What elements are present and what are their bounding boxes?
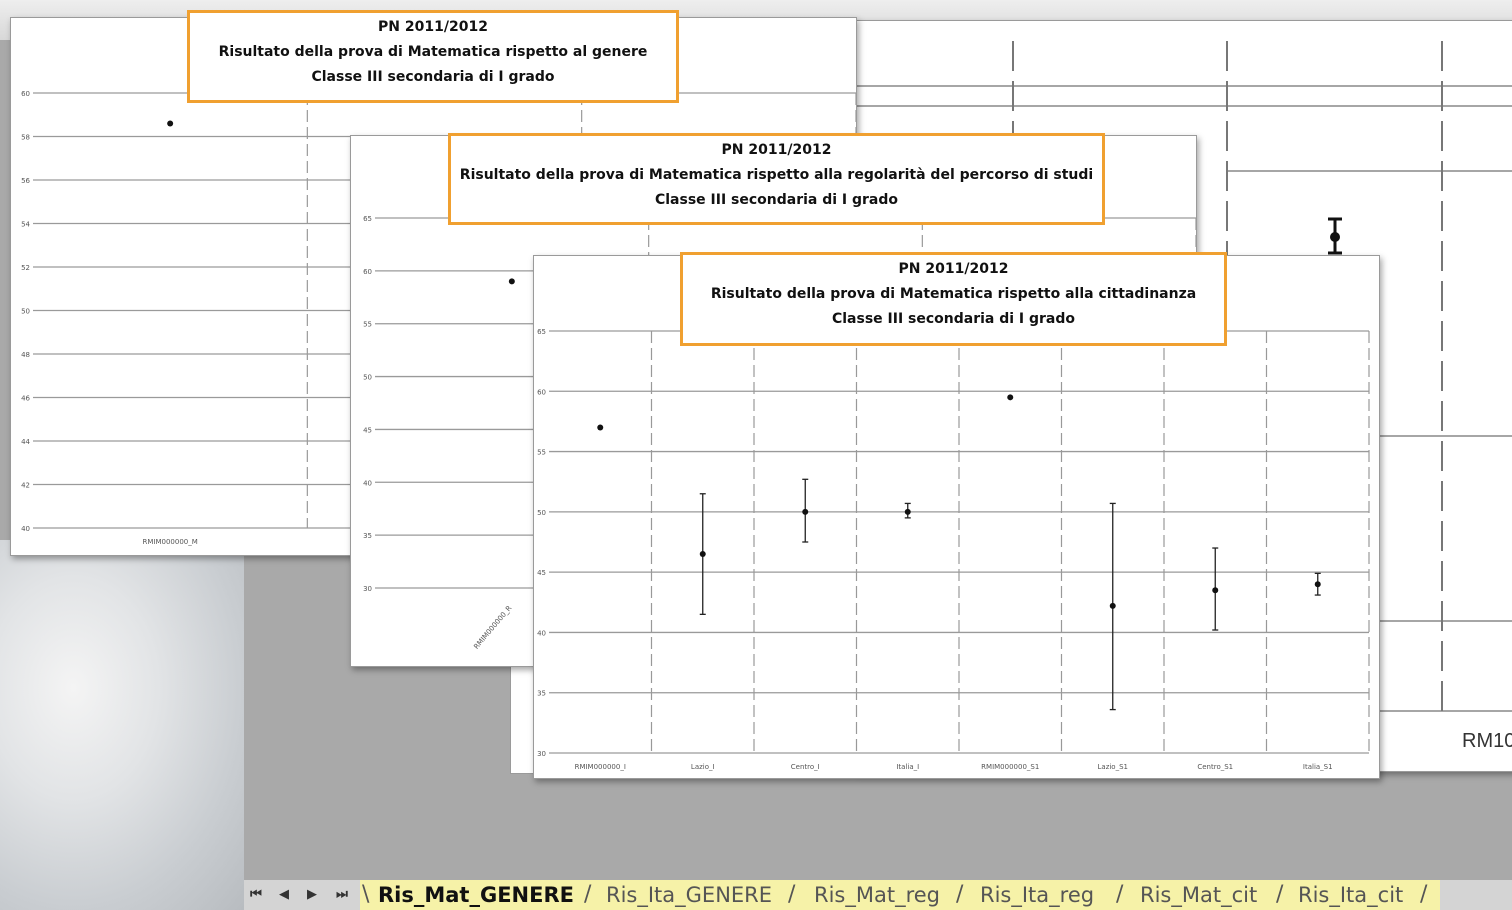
tab-separator: / (788, 882, 796, 907)
chart-title-line-2: Risultato della prova di Matematica risp… (218, 44, 648, 60)
prev-sheet-icon[interactable]: ◀ (279, 887, 289, 902)
chart-cittadinanza: 30 35 40 45 50 55 60 65 RMIM000000_I Lazio_I Centr… (537, 328, 1370, 771)
y-tick-label: 50 (537, 509, 546, 517)
data-point (167, 120, 174, 127)
y-tick-label: 56 (21, 177, 30, 185)
y-tick-label: 50 (21, 308, 30, 316)
y-tick-label: 45 (363, 426, 372, 434)
chart-title-line-3: Classe III secondaria di I grado (831, 311, 1076, 327)
tab-ris-mat-reg[interactable]: Ris_Mat_reg (814, 883, 941, 907)
x-tick-label: Lazio_I (691, 763, 715, 771)
y-tick-label: 60 (363, 268, 372, 276)
x-tick-label: RMIM000000_I (575, 763, 626, 771)
data-point (699, 551, 706, 558)
tab-ris-mat-cit[interactable]: Ris_Mat_cit (1140, 883, 1258, 907)
last-sheet-icon[interactable]: ⏭ (336, 887, 348, 902)
x-tick-label: Lazio_S1 (1098, 763, 1129, 771)
data-point (802, 508, 809, 515)
y-tick-label: 55 (363, 321, 372, 329)
tab-ris-ita-reg[interactable]: Ris_Ita_reg (980, 883, 1095, 907)
chart-title-line-1: PN 2011/2012 (378, 19, 488, 35)
y-tick-label: 50 (363, 374, 372, 382)
y-tick-label: 45 (537, 569, 546, 577)
y-tick-label: 30 (363, 585, 372, 593)
x-tick-label: Centro_S1 (1197, 763, 1233, 771)
data-point (904, 508, 911, 515)
data-point (1109, 602, 1116, 609)
y-tick-label: 30 (537, 750, 546, 758)
y-tick-label: 48 (21, 351, 30, 359)
chart-title-line-1: PN 2011/2012 (898, 261, 1009, 277)
x-tick-label: Italia_S1 (1303, 763, 1333, 771)
tab-separator: / (1420, 882, 1428, 907)
y-tick-label: 42 (21, 482, 30, 490)
back-chart-grid (856, 41, 1512, 721)
y-tick-label: 60 (21, 90, 30, 98)
chart-title-line-1: PN 2011/2012 (721, 142, 832, 158)
chart-title-line-3: Classe III secondaria di I grado (654, 192, 899, 208)
y-tick-label: 58 (21, 134, 30, 142)
next-sheet-icon[interactable]: ▶ (307, 887, 317, 902)
y-tick-label: 44 (21, 438, 30, 446)
tab-ris-ita-cit[interactable]: Ris_Ita_cit (1298, 883, 1404, 907)
chart-title-line-2: Risultato della prova di Matematica risp… (710, 286, 1197, 302)
data-point (1314, 581, 1321, 588)
data-point (1007, 394, 1014, 401)
y-tick-label: 54 (21, 221, 30, 229)
chart-title-line-2: Risultato della prova di Matematica risp… (459, 167, 1094, 183)
tab-separator: / (584, 882, 592, 907)
y-tick-label: 65 (537, 328, 546, 336)
x-tick-label: Italia_I (896, 763, 919, 771)
back-sheet-label: RM10 (1462, 730, 1512, 752)
y-tick-label: 40 (537, 629, 546, 637)
chart-title-genere: PN 2011/2012 Risultato della prova di Ma… (187, 10, 679, 103)
y-tick-label: 35 (363, 532, 372, 540)
chart-title-regolarita: PN 2011/2012 Risultato della prova di Ma… (448, 133, 1105, 225)
y-tick-label: 35 (537, 690, 546, 698)
y-tick-label: 40 (363, 479, 372, 487)
tab-separator: \ (362, 882, 370, 907)
tab-separator: / (1116, 882, 1124, 907)
data-point (597, 424, 604, 431)
x-tick-label: RMIM000000_M (143, 538, 198, 546)
tab-separator: / (956, 882, 964, 907)
y-tick-label: 55 (537, 449, 546, 457)
desktop-background (0, 540, 244, 910)
data-point (508, 278, 515, 285)
y-tick-label: 40 (21, 525, 30, 533)
x-tick-label: RMIM000000_R (472, 604, 513, 651)
y-tick-label: 52 (21, 264, 30, 272)
tab-separator: / (1276, 882, 1284, 907)
y-tick-label: 46 (21, 395, 30, 403)
x-tick-label: RMIM000000_S1 (981, 763, 1039, 771)
chart-title-cittadinanza: PN 2011/2012 Risultato della prova di Ma… (680, 252, 1227, 346)
sheet-tabs-strip (360, 880, 1440, 910)
y-tick-label: 60 (537, 388, 546, 396)
y-tick-label: 65 (363, 215, 372, 223)
chart-title-line-3: Classe III secondaria di I grado (311, 69, 555, 85)
data-point (1212, 587, 1219, 594)
tab-ris-mat-genere[interactable]: Ris_Mat_GENERE (378, 883, 574, 907)
tab-ris-ita-genere[interactable]: Ris_Ita_GENERE (606, 883, 773, 907)
first-sheet-icon[interactable]: ⏮ (250, 887, 262, 902)
x-tick-label: Centro_I (791, 763, 820, 771)
